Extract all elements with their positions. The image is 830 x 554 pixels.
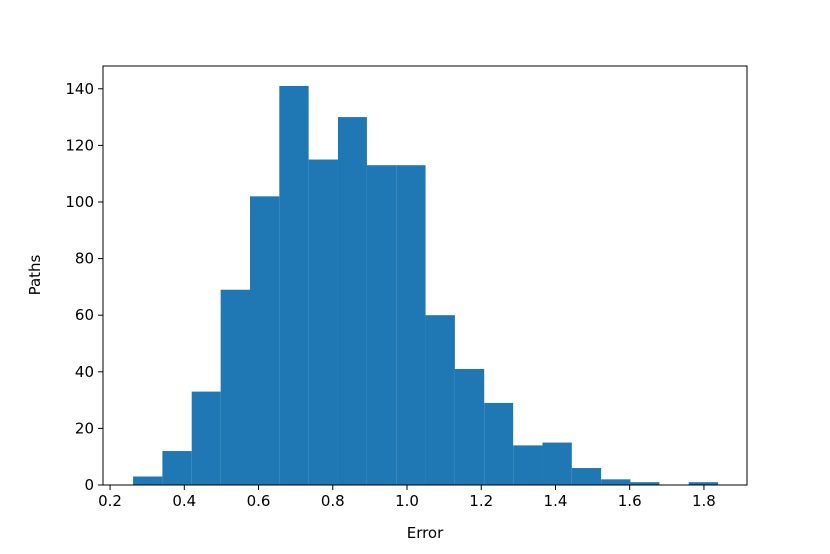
x-tick-label: 1.8 (692, 492, 716, 510)
bar (191, 391, 221, 485)
bar (542, 442, 572, 485)
x-tick-label: 0.6 (247, 492, 271, 510)
bar (396, 165, 426, 486)
x-tick-label: 1.4 (544, 492, 568, 510)
bar (279, 85, 309, 485)
bar (162, 451, 192, 485)
y-tick-label: 80 (75, 250, 94, 268)
bar (425, 315, 455, 485)
bar (366, 165, 397, 486)
y-tick-label: 100 (65, 193, 94, 211)
x-axis-label: Error (407, 524, 444, 542)
bar (308, 159, 338, 485)
x-tick-label: 1.0 (395, 492, 419, 510)
bar (220, 289, 250, 485)
y-tick-label: 20 (75, 419, 94, 437)
bar (601, 479, 631, 485)
bar (571, 468, 602, 485)
bar (688, 482, 719, 485)
plot-frame (102, 65, 748, 486)
x-tick-label: 1.6 (618, 492, 642, 510)
x-tick-label: 0.8 (321, 492, 345, 510)
y-tick-label: 140 (65, 80, 94, 98)
bar (513, 445, 543, 485)
bar (249, 196, 280, 485)
y-tick-label: 40 (75, 363, 94, 381)
y-tick-label: 120 (65, 136, 94, 154)
y-tick-label: 0 (84, 476, 94, 494)
bar (484, 402, 514, 485)
bar (133, 476, 163, 485)
x-tick-label: 0.2 (98, 492, 122, 510)
bar (630, 482, 660, 485)
y-axis-label: Paths (26, 254, 44, 295)
x-tick-label: 0.4 (172, 492, 196, 510)
bar (454, 368, 485, 485)
y-tick-label: 60 (75, 306, 94, 324)
x-tick-label: 1.2 (469, 492, 493, 510)
bar (337, 117, 367, 486)
